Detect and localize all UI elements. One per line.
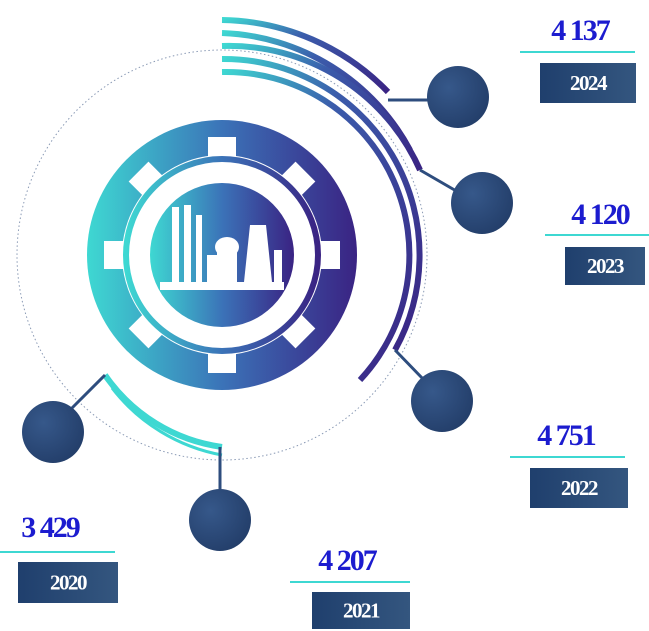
year: 2022 <box>561 476 598 500</box>
value: 4 120 <box>571 198 630 231</box>
year: 2024 <box>570 71 608 95</box>
decoration <box>17 20 458 490</box>
node-circle <box>189 489 251 551</box>
value: 4 751 <box>537 419 596 452</box>
node-circle <box>411 370 473 432</box>
node-circle <box>22 401 84 463</box>
node-circle <box>427 66 489 128</box>
year: 2020 <box>50 571 87 595</box>
infographic: 4 137 2024 4 120 2023 4 751 2022 4 207 2021 3 42… <box>0 0 649 631</box>
value: 3 429 <box>21 511 80 544</box>
value: 4 137 <box>551 14 611 47</box>
year: 2023 <box>587 254 624 278</box>
year: 2021 <box>343 599 380 623</box>
node-circle <box>451 172 513 234</box>
value: 4 207 <box>318 544 378 577</box>
